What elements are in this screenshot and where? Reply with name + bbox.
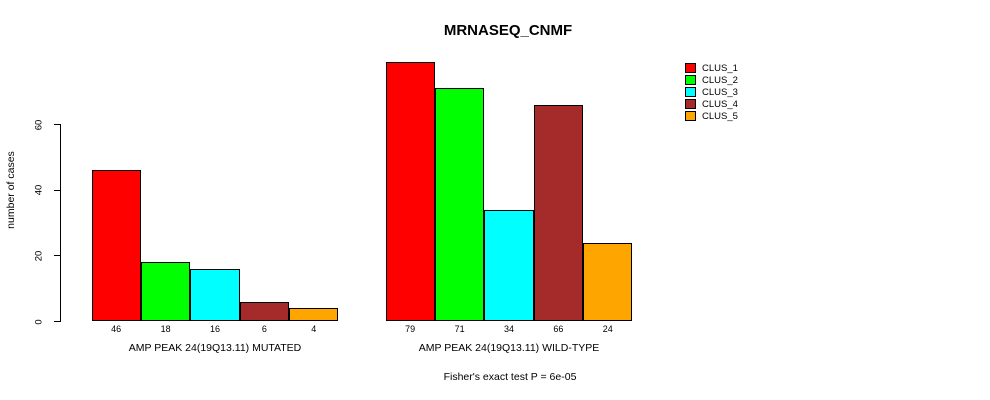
legend-label: CLUS_3 — [702, 86, 738, 98]
legend: CLUS_1 CLUS_2 CLUS_3 CLUS_4 CLUS_5 — [685, 62, 738, 122]
legend-swatch-icon — [685, 111, 696, 121]
legend-item: CLUS_5 — [685, 110, 738, 122]
legend-label: CLUS_2 — [702, 74, 738, 86]
legend-swatch-icon — [685, 99, 696, 109]
bar-value-label: 34 — [503, 324, 514, 334]
bar-clus_1-group1 — [91, 170, 141, 322]
y-tick-mark — [54, 124, 61, 125]
bar-value-label: 24 — [602, 324, 613, 334]
y-tick-mark — [54, 321, 61, 322]
bar-clus_1-group2 — [385, 62, 435, 322]
legend-item: CLUS_1 — [685, 62, 738, 74]
legend-swatch-icon — [685, 63, 696, 73]
bar-value-label: 4 — [311, 324, 317, 334]
bar-value-label: 46 — [111, 324, 122, 334]
y-tick-label: 60 — [33, 119, 45, 130]
chart-title: MRNASEQ_CNMF — [443, 22, 573, 39]
legend-label: CLUS_5 — [702, 110, 738, 122]
y-tick-mark — [54, 189, 61, 191]
bar-clus_2-group1 — [140, 262, 191, 322]
y-tick-label: 0 — [33, 318, 45, 325]
bar-value-label: 18 — [160, 324, 171, 334]
bar-clus_2-group2 — [434, 88, 485, 322]
bar-clus_5-group1 — [289, 308, 339, 322]
bar-value-label: 79 — [405, 324, 416, 334]
y-tick-label: 20 — [33, 250, 45, 262]
y-tick-label: 40 — [33, 184, 45, 196]
legend-label: CLUS_4 — [702, 98, 738, 110]
bar-value-label: 66 — [553, 324, 564, 334]
legend-swatch-icon — [685, 75, 696, 85]
legend-item: CLUS_2 — [685, 74, 738, 86]
legend-label: CLUS_1 — [702, 62, 738, 74]
bar-value-label: 71 — [454, 324, 465, 334]
bar-value-label: 6 — [261, 324, 267, 334]
bar-clus_5-group2 — [583, 242, 633, 322]
bar-clus_3-group2 — [484, 209, 534, 322]
bar-clus_3-group1 — [190, 268, 240, 322]
x-group-label-mutated: AMP PEAK 24(19Q13.11) MUTATED — [128, 342, 302, 354]
y-tick-mark — [54, 255, 61, 257]
legend-swatch-icon — [685, 87, 696, 97]
bar-value-label: 16 — [209, 324, 220, 334]
y-axis-title: number of cases — [5, 151, 17, 229]
bar-clus_4-group1 — [239, 301, 290, 322]
y-axis-line — [60, 124, 61, 322]
bar-clus_4-group2 — [533, 104, 584, 322]
legend-item: CLUS_4 — [685, 98, 738, 110]
annotation-fisher-test: Fisher's exact test P = 6e-05 — [443, 371, 577, 383]
x-group-label-wildtype: AMP PEAK 24(19Q13.11) WILD-TYPE — [418, 342, 600, 354]
legend-item: CLUS_3 — [685, 86, 738, 98]
